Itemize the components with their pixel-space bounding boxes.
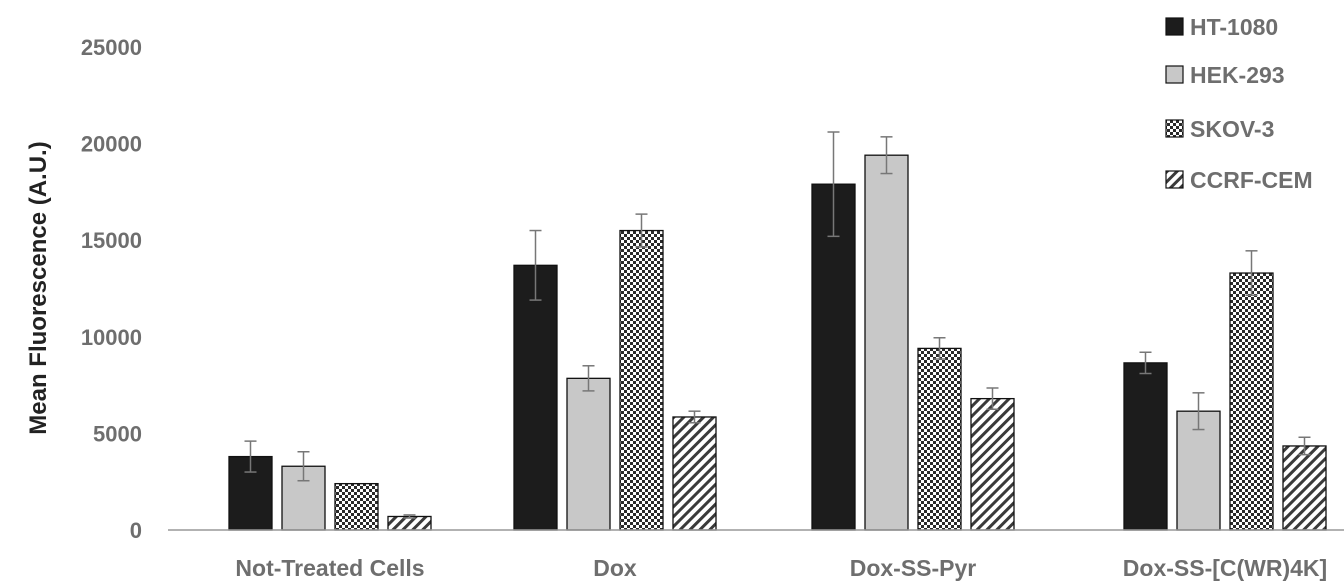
legend-swatch-ccrf-cem [1165,170,1184,189]
y-tick-label: 20000 [81,132,142,157]
bar-series [228,154,1327,531]
y-tick-label: 25000 [81,35,142,60]
y-axis-title: Mean Fluorescence (A.U.) [25,141,52,434]
x-category-label: Dox-SS-Pyr [850,555,977,581]
y-tick-label: 0 [130,518,142,543]
bar-ht-1080-2 [811,183,856,531]
y-tick-label: 10000 [81,325,142,350]
y-tick-label: 15000 [81,228,142,253]
legend: HT-1080 HEK-293 SKOV-3 CCRF-CEM [1165,14,1313,193]
error-bars [244,131,1311,519]
x-category-label: Dox-SS-[C(WR)4K] [1123,555,1327,581]
y-axis-ticks: 0 5000 10000 15000 20000 25000 [81,35,142,543]
legend-swatch-hek-293 [1165,65,1184,84]
y-tick-label: 5000 [93,421,142,446]
category-labels: Not-Treated Cells Dox Dox-SS-Pyr Dox-SS-[C(… [235,555,1327,581]
bar-hek-293-2 [864,154,909,531]
legend-swatch-skov-3 [1165,119,1184,138]
bar-ccrf-cem-1 [672,416,717,531]
bar-skov-3-3 [1229,272,1274,531]
legend-label: HT-1080 [1190,14,1278,40]
bar-ccrf-cem-2 [970,397,1015,531]
bar-skov-3-1 [619,229,664,531]
legend-label: CCRF-CEM [1190,167,1313,193]
bar-ht-1080-1 [513,264,558,531]
bar-ht-1080-3 [1123,362,1168,531]
legend-label: SKOV-3 [1190,116,1274,142]
bar-skov-3-2 [917,347,962,531]
bar-ccrf-cem-3 [1282,445,1327,531]
legend-label: HEK-293 [1190,62,1285,88]
x-category-label: Not-Treated Cells [235,555,424,581]
bar-skov-3-0 [334,482,379,531]
x-category-label: Dox [593,555,637,581]
bar-hek-293-1 [566,377,611,531]
legend-swatch-ht-1080 [1165,17,1184,36]
